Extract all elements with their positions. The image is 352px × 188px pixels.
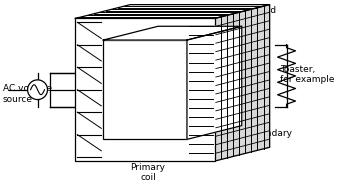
Text: Primary
coil: Primary coil xyxy=(131,163,165,182)
Polygon shape xyxy=(75,5,270,18)
Polygon shape xyxy=(215,5,270,161)
Text: Laminated
iron core: Laminated iron core xyxy=(228,6,276,25)
Polygon shape xyxy=(187,26,242,139)
Bar xyxy=(103,40,187,139)
Text: AC voltage
source: AC voltage source xyxy=(3,84,52,104)
Polygon shape xyxy=(103,26,242,40)
Bar xyxy=(75,18,215,161)
Text: Toaster,
for example: Toaster, for example xyxy=(279,65,334,84)
Text: Secondary
coil: Secondary coil xyxy=(245,129,293,148)
Circle shape xyxy=(27,80,48,100)
